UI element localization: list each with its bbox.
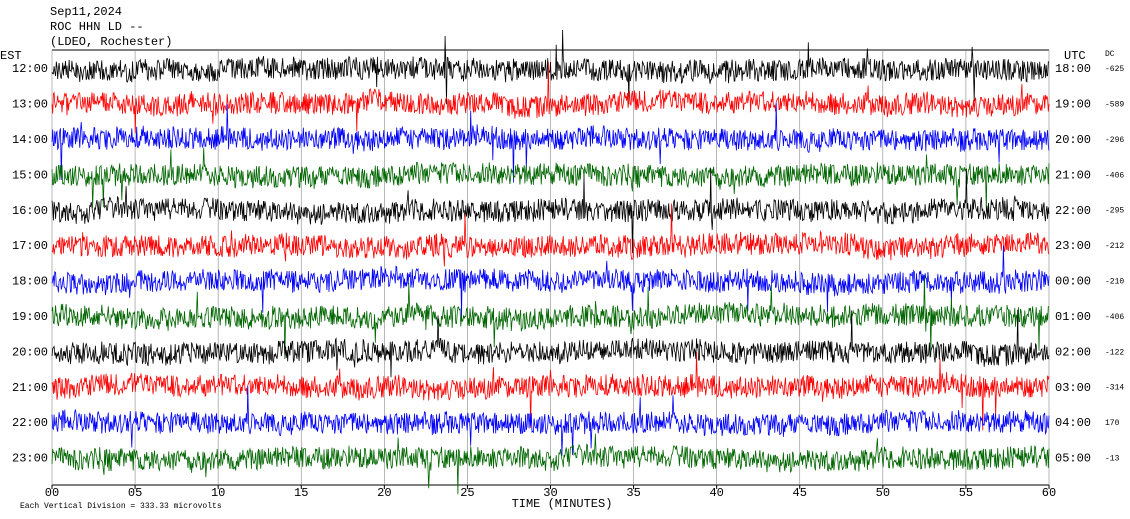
dc-label: DC [1105, 50, 1115, 59]
utc-label: 23:00 [1055, 239, 1091, 253]
est-label: 23:00 [12, 452, 48, 466]
utc-label: 22:00 [1055, 204, 1091, 218]
x-tick-label: 05 [128, 486, 142, 500]
x-tick-label: 20 [377, 486, 391, 500]
x-tick-label: 35 [626, 486, 640, 500]
dc-value: -625 [1105, 65, 1124, 74]
x-tick-label: 10 [211, 486, 225, 500]
est-label: 12:00 [12, 62, 48, 76]
utc-label: 05:00 [1055, 452, 1091, 466]
trace [51, 61, 1050, 134]
x-tick-label: 60 [1042, 486, 1056, 500]
utc-label: 00:00 [1055, 275, 1091, 289]
trace [51, 309, 1050, 378]
dc-value: -589 [1105, 101, 1124, 110]
chart-subtitle: ROC HHN LD -- [50, 20, 144, 34]
trace [51, 102, 1050, 183]
est-label: 19:00 [12, 310, 48, 324]
dc-value: -296 [1105, 136, 1124, 145]
left-axis-label: EST [0, 49, 22, 63]
utc-label: 21:00 [1055, 168, 1091, 182]
dc-value: -13 [1105, 455, 1120, 464]
utc-label: 19:00 [1055, 98, 1091, 112]
station-label: (LDEO, Rochester) [50, 35, 172, 49]
trace [51, 167, 1050, 254]
x-axis-label: TIME (MINUTES) [512, 497, 613, 511]
dc-value: -406 [1105, 313, 1124, 322]
trace [51, 385, 1050, 456]
est-label: 21:00 [12, 381, 48, 395]
utc-label: 20:00 [1055, 133, 1091, 147]
right-axis-label: UTC [1064, 49, 1086, 63]
est-label: 18:00 [12, 275, 48, 289]
utc-label: 18:00 [1055, 62, 1091, 76]
utc-label: 03:00 [1055, 381, 1091, 395]
chart-title: Sep11,2024 [50, 5, 122, 19]
trace [51, 352, 1050, 431]
est-label: 13:00 [12, 98, 48, 112]
trace [51, 29, 1050, 105]
dc-value: -210 [1105, 278, 1124, 287]
dc-value: -314 [1105, 384, 1124, 393]
x-tick-label: 30 [543, 486, 557, 500]
trace [51, 203, 1050, 267]
dc-value: -295 [1105, 207, 1124, 216]
dc-value: -212 [1105, 242, 1124, 251]
x-tick-label: 00 [45, 486, 59, 500]
est-label: 20:00 [12, 345, 48, 359]
x-tick-label: 50 [876, 486, 890, 500]
est-label: 16:00 [12, 204, 48, 218]
x-tick-label: 40 [709, 486, 723, 500]
dc-value: -122 [1105, 348, 1124, 357]
est-label: 22:00 [12, 416, 48, 430]
trace [51, 275, 1049, 360]
x-tick-label: 15 [294, 486, 308, 500]
x-tick-label: 55 [959, 486, 973, 500]
trace [51, 245, 1050, 319]
trace [51, 433, 1050, 495]
est-label: 17:00 [12, 239, 48, 253]
x-tick-label: 45 [793, 486, 807, 500]
est-label: 15:00 [12, 168, 48, 182]
utc-label: 04:00 [1055, 416, 1091, 430]
note: Each Vertical Division = 333.33 microvol… [20, 502, 222, 511]
utc-label: 01:00 [1055, 310, 1091, 324]
trace [51, 147, 1050, 212]
dc-value: -406 [1105, 171, 1124, 180]
dc-value: 170 [1105, 419, 1120, 428]
x-tick-label: 25 [460, 486, 474, 500]
est-label: 14:00 [12, 133, 48, 147]
utc-label: 02:00 [1055, 345, 1091, 359]
